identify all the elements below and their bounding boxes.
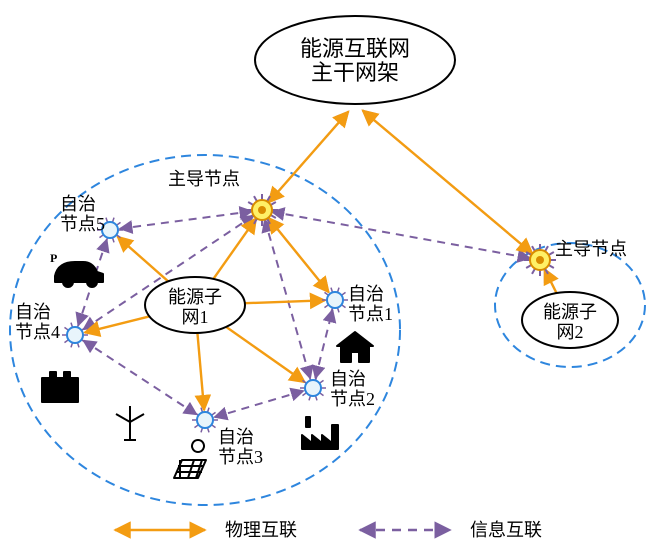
node-n5: 自治节点5 [60,194,123,242]
svg-text:自治节点2: 自治节点2 [330,369,375,409]
physical-edge [269,112,349,203]
svg-text:主导节点: 主导节点 [555,239,627,259]
svg-text:自治节点5: 自治节点5 [60,194,105,234]
info-edge [315,310,332,379]
svg-text:主导节点: 主导节点 [168,169,240,189]
node-n3: 自治节点3 [192,408,263,467]
svg-text:自治节点4: 自治节点4 [15,302,60,342]
physical-edge [268,218,328,292]
svg-text:自治节点1: 自治节点1 [348,284,393,324]
node-lead1: 主导节点 [168,169,278,226]
battery-icon [42,372,78,402]
node-n2: 自治节点2 [300,369,375,409]
info-edge [120,211,252,228]
info-edge [265,220,310,379]
wind-icon [116,406,144,440]
legend-physical-label: 物理互联 [225,520,297,540]
diagram-canvas: 能源互联网主干网架能源子网1能源子网2主导节点主导节点自治节点5自治节点4自治节… [0,0,665,558]
info-edge [83,340,196,414]
solar-icon [174,440,206,478]
info-edge [215,391,304,417]
svg-text:自治节点3: 自治节点3 [218,427,263,467]
car-icon: P [50,251,103,287]
legend-info-label: 信息互联 [470,520,542,540]
node-n4: 自治节点4 [15,302,88,347]
node-lead2: 主导节点 [524,239,627,276]
backbone-title: 能源互联网主干网架 [300,36,410,85]
house-icon [337,332,373,362]
factory-icon [302,417,338,449]
svg-text:P: P [50,251,57,265]
node-n1: 自治节点1 [322,284,393,324]
